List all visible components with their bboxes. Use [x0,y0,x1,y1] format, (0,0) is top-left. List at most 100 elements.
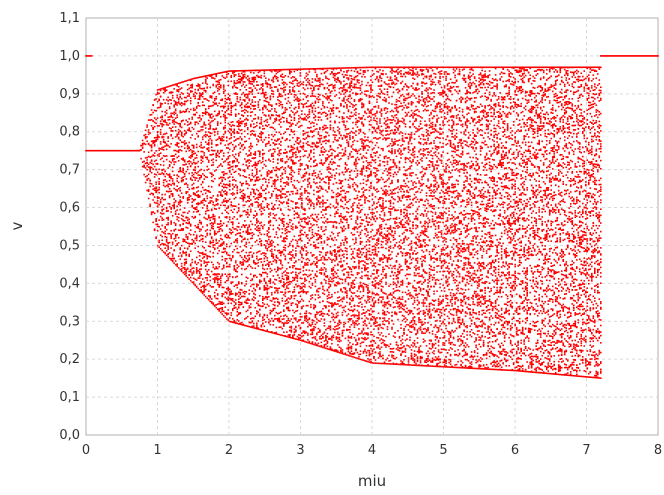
data-point [265,136,267,139]
data-point [234,180,237,182]
data-point [260,116,263,119]
data-point [295,98,297,101]
data-point [269,278,272,280]
data-point [278,99,281,102]
data-point [206,257,209,260]
data-point [278,317,281,320]
data-point [188,128,190,131]
data-point [215,289,218,291]
data-point [305,150,308,152]
data-point [228,123,231,126]
data-point [310,226,312,229]
data-point [275,255,278,257]
data-point [216,166,219,169]
data-point [158,153,160,155]
data-point [201,157,204,160]
data-point [293,163,296,165]
data-point [239,117,242,120]
data-point [209,86,212,89]
data-point [224,216,227,218]
data-point [255,310,258,313]
data-point [236,165,239,167]
data-point [243,125,246,128]
data-point [167,245,169,247]
data-point [290,337,293,339]
data-point [287,198,290,201]
data-point [137,149,140,152]
data-point [292,76,294,78]
data-point [284,283,287,285]
data-point [269,331,272,334]
data-point [252,164,255,166]
data-point [203,98,206,100]
data-point [292,207,294,210]
data-point [290,71,293,73]
data-point [295,225,297,228]
data-point [307,192,309,194]
data-point [201,240,204,243]
data-point [176,185,178,187]
data-point [195,286,198,288]
data-point [266,69,269,71]
data-point [144,143,147,146]
data-point [224,97,227,100]
data-point [174,228,177,231]
data-point [295,294,297,297]
data-point [236,284,239,286]
data-point [293,262,296,264]
data-point [275,289,278,292]
data-point [292,337,294,339]
data-point [177,136,180,139]
data-point [197,209,200,212]
data-point [301,194,303,196]
data-point [242,169,245,172]
data-point [164,86,166,89]
data-point [272,309,275,312]
data-point [304,231,306,234]
data-point [248,174,251,176]
data-point [246,233,249,235]
data-point [254,306,257,309]
data-point [237,78,240,81]
data-point [280,68,282,71]
data-point [272,257,275,259]
data-point [249,203,252,206]
data-point [272,275,275,277]
data-point [230,74,233,77]
data-point [272,208,275,211]
data-point [183,273,186,276]
data-point [87,55,90,57]
data-point [216,87,219,90]
data-point [255,239,258,242]
data-point [242,77,245,80]
data-point [195,121,198,123]
data-point [304,291,306,293]
data-point [189,233,192,236]
data-point [153,143,156,146]
data-point [206,279,209,281]
data-point [266,298,269,300]
data-point [257,234,260,237]
data-point [182,252,184,254]
data-point [271,133,273,136]
data-point [224,247,227,250]
data-point [299,300,302,303]
data-point [195,143,198,146]
data-point [239,69,242,72]
data-point [234,196,237,199]
data-point [153,196,156,198]
data-point [283,181,285,184]
data-point [170,129,172,132]
data-point [212,203,215,206]
data-point [254,154,257,156]
data-point [165,158,168,161]
data-point [272,190,275,193]
data-point [189,108,192,111]
data-point [237,323,240,325]
data-point [265,252,267,255]
data-point [228,292,231,294]
data-point [266,240,269,243]
data-point [162,218,165,221]
data-point [234,303,237,305]
data-point [249,237,252,240]
